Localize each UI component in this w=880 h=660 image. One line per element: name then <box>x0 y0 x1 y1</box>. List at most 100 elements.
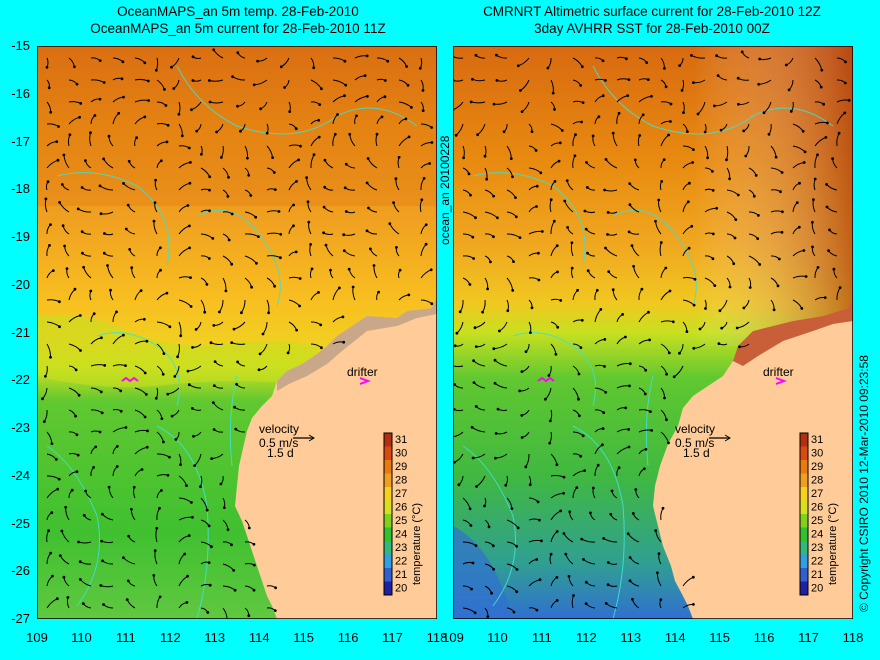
current-arrow-head <box>498 329 501 333</box>
colorbar-tick-label: 28 <box>395 475 407 487</box>
current-arrow-head <box>473 326 477 330</box>
current-arrow-head <box>711 170 714 173</box>
velocity-time: 1.5 d <box>267 446 294 460</box>
current-arrow-head <box>492 235 495 239</box>
current-arrow-head <box>124 227 128 231</box>
current-arrow-head <box>820 68 824 72</box>
current-arrow-head <box>757 214 760 217</box>
latitude-tick-label: -17 <box>11 133 30 149</box>
current-arrow-head <box>582 558 585 561</box>
colorbar-tick-label: 30 <box>811 448 823 460</box>
latitude-tick-label: -22 <box>11 372 30 388</box>
current-arrow-head <box>742 306 746 310</box>
current-arrow-head <box>128 248 132 251</box>
current-arrow-head <box>186 204 190 207</box>
current-arrow-head <box>589 511 592 515</box>
current-arrow-head <box>252 563 256 567</box>
current-arrow-head <box>165 140 169 144</box>
current-arrow-head <box>166 473 170 477</box>
colorbar-tick-label: 29 <box>395 461 407 473</box>
colorbar-swatch <box>800 568 808 582</box>
current-arrow-head <box>570 266 574 270</box>
current-arrow-head <box>187 383 191 387</box>
current-arrow-head <box>279 256 282 260</box>
longitude-tick-label: 109 <box>442 630 464 645</box>
colorbar-swatch <box>384 433 392 447</box>
current-arrow-head <box>735 326 739 330</box>
current-arrow-head <box>80 186 84 189</box>
current-arrow-head <box>406 83 410 87</box>
current-arrow-head <box>609 512 613 516</box>
current-arrow-head <box>717 342 721 345</box>
current-arrow-head <box>591 486 595 490</box>
colorbar-swatch <box>384 541 392 555</box>
current-arrow-head <box>125 598 129 601</box>
latitude-tick-label: -15 <box>11 38 30 53</box>
current-arrow-head <box>55 597 59 601</box>
longitude-tick-label: 115 <box>709 630 731 645</box>
current-arrow-head <box>233 588 237 592</box>
current-arrow-head <box>692 603 695 606</box>
current-arrow-head <box>767 132 771 136</box>
current-arrow-head <box>660 180 664 183</box>
current-arrow-head <box>540 230 544 233</box>
current-arrow-head <box>159 159 163 163</box>
current-arrow-head <box>780 230 784 234</box>
current-arrow-head <box>159 268 162 272</box>
current-arrow-head <box>355 114 358 118</box>
current-arrow-head <box>98 430 102 434</box>
current-arrow-head <box>514 196 517 200</box>
current-arrow-head <box>317 291 320 294</box>
current-arrow-head <box>420 198 424 202</box>
current-arrow-head <box>130 266 134 270</box>
current-arrow-head <box>489 260 492 264</box>
current-arrow-head <box>627 78 631 81</box>
current-arrow-head <box>566 226 569 229</box>
current-arrow-head <box>122 556 125 560</box>
current-arrow-head <box>667 133 670 137</box>
colorbar-tick-label: 20 <box>811 583 823 595</box>
current-arrow-head <box>825 205 829 209</box>
current-arrow-head <box>469 193 472 197</box>
current-arrow-head <box>336 113 339 116</box>
current-arrow-head <box>210 457 214 460</box>
current-arrow-head <box>546 66 550 70</box>
current-arrow-head <box>344 83 348 87</box>
current-arrow-head <box>644 447 648 451</box>
current-arrow-head <box>247 173 251 177</box>
colorbar-tick-label: 21 <box>811 569 823 581</box>
current-arrow-head <box>310 267 314 271</box>
current-arrow-head <box>458 310 462 314</box>
current-arrow-head <box>176 355 180 359</box>
right-title: CMRNRT Altimetric surface current for 28… <box>452 3 852 37</box>
current-arrow-head <box>607 270 611 273</box>
current-arrow-head <box>530 130 534 133</box>
current-arrow-head <box>372 264 376 267</box>
current-arrow-head <box>713 104 716 108</box>
current-arrow-head <box>154 396 158 400</box>
current-arrow-head <box>60 529 64 533</box>
current-arrow-head <box>47 86 51 90</box>
current-arrow-head <box>226 528 230 532</box>
current-arrow-head <box>584 602 588 606</box>
colorbar-frame <box>383 432 393 596</box>
current-arrow-head <box>421 109 425 112</box>
current-arrow-head <box>511 289 515 292</box>
current-arrow-head <box>802 249 806 252</box>
longitude-tick-label: 111 <box>531 630 552 645</box>
current-arrow-head <box>247 614 251 618</box>
current-arrow-head <box>75 82 79 86</box>
current-arrow-head <box>211 401 215 404</box>
current-arrow-head <box>843 81 847 85</box>
current-arrow-head <box>535 184 539 188</box>
current-arrow-head <box>583 209 587 213</box>
current-arrow-head <box>185 601 189 604</box>
current-arrow-head <box>348 132 352 136</box>
current-arrow-head <box>602 537 606 540</box>
current-arrow-head <box>44 197 48 201</box>
current-arrow-head <box>579 454 583 458</box>
current-arrow-head <box>663 396 666 400</box>
colorbar-tick-label: 26 <box>811 502 823 514</box>
current-arrow-head <box>512 260 515 263</box>
current-arrow-head <box>292 203 295 207</box>
